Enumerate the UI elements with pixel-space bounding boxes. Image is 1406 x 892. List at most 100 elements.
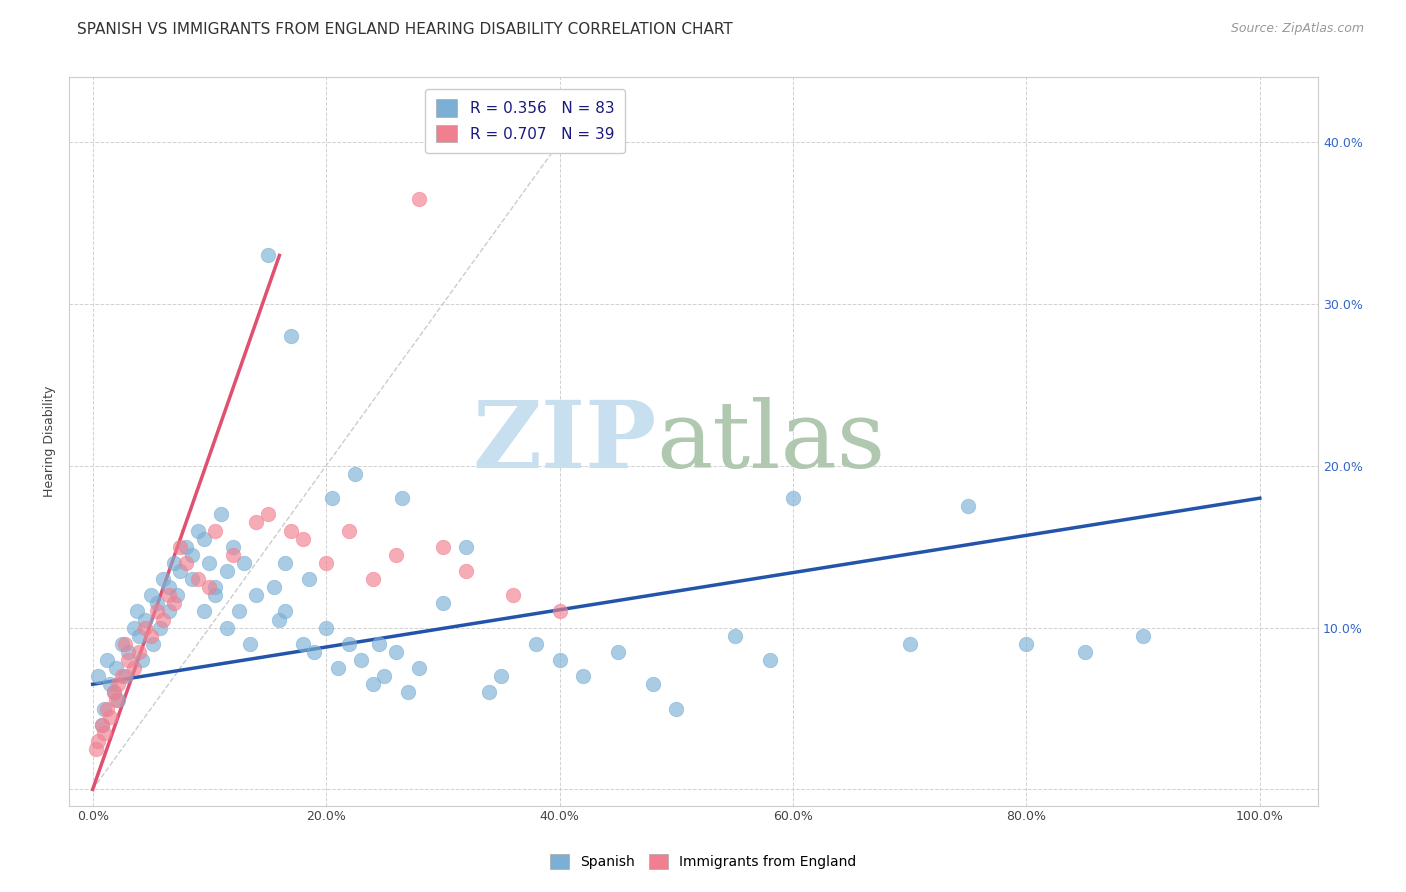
Point [215,621,238,635]
Point [131,653,153,667]
Point [139,629,162,643]
Y-axis label: Hearing Disability: Hearing Disability [44,386,56,497]
Point [326,661,349,675]
Point [91,717,114,731]
Point [134,621,156,635]
Point [315,556,337,570]
Point [174,556,197,570]
Point [256,248,278,262]
Point [117,645,139,659]
Point [174,540,197,554]
Point [105,693,128,707]
Point [98,677,121,691]
Point [304,645,326,659]
Point [87,669,110,683]
Point [166,588,188,602]
Point [548,604,571,618]
Point [367,637,389,651]
Point [96,701,118,715]
Point [149,621,172,635]
Point [665,701,688,715]
Point [128,629,150,643]
Point [111,637,134,651]
Point [222,548,245,562]
Point [606,645,628,659]
Point [180,548,202,562]
Point [157,588,180,602]
Point [125,604,148,618]
Point [432,540,454,554]
Point [321,491,343,505]
Point [456,540,478,554]
Point [163,596,186,610]
Point [524,637,547,651]
Point [297,572,319,586]
Legend: R = 0.356   N = 83, R = 0.707   N = 39: R = 0.356 N = 83, R = 0.707 N = 39 [426,88,624,153]
Point [1015,637,1038,651]
Point [233,556,256,570]
Point [245,516,267,530]
Point [782,491,804,505]
Point [956,500,979,514]
Point [361,677,384,691]
Point [432,596,454,610]
Text: atlas: atlas [657,397,886,486]
Point [291,637,314,651]
Point [339,524,361,538]
Text: SPANISH VS IMMIGRANTS FROM ENGLAND HEARING DISABILITY CORRELATION CHART: SPANISH VS IMMIGRANTS FROM ENGLAND HEARI… [77,22,733,37]
Point [548,653,571,667]
Point [117,653,139,667]
Point [128,645,150,659]
Legend: Spanish, Immigrants from England: Spanish, Immigrants from England [543,847,863,876]
Point [91,717,114,731]
Point [105,661,128,675]
Point [187,572,209,586]
Point [157,604,180,618]
Point [344,467,367,481]
Point [269,613,291,627]
Point [215,564,238,578]
Point [361,572,384,586]
Point [139,588,162,602]
Point [122,621,145,635]
Point [391,491,413,505]
Point [898,637,921,651]
Point [385,645,408,659]
Point [142,637,165,651]
Point [180,572,202,586]
Point [280,329,302,343]
Point [478,685,501,699]
Point [114,637,136,651]
Point [209,508,232,522]
Point [146,604,169,618]
Point [84,742,107,756]
Point [146,596,169,610]
Point [1132,629,1154,643]
Point [114,669,136,683]
Point [408,661,430,675]
Point [274,556,297,570]
Point [572,669,595,683]
Point [103,685,125,699]
Point [163,556,186,570]
Point [222,540,245,554]
Point [187,524,209,538]
Point [169,540,191,554]
Point [1073,645,1095,659]
Point [111,669,134,683]
Point [193,532,215,546]
Point [723,629,745,643]
Point [157,580,180,594]
Point [489,669,512,683]
Point [198,556,221,570]
Point [93,701,115,715]
Point [350,653,373,667]
Point [274,604,297,618]
Point [169,564,191,578]
Point [87,734,110,748]
Point [280,524,302,538]
Point [204,580,226,594]
Point [256,508,278,522]
Point [107,693,129,707]
Point [98,709,121,723]
